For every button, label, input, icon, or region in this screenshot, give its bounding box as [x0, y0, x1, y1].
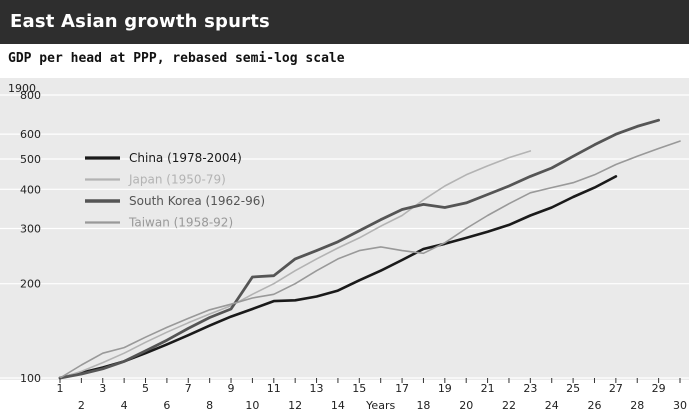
legend-label-3: South Korea (1962-96) [129, 194, 265, 208]
x-tick-label: 12 [288, 399, 302, 412]
y-tick-label: 800 [20, 89, 41, 102]
x-tick-label: 14 [331, 399, 345, 412]
x-tick-label: 8 [206, 399, 213, 412]
y-tick-label: 600 [20, 128, 41, 141]
x-tick-label: Years [365, 399, 395, 412]
series-line-2 [59, 150, 532, 379]
legend-label-1: China (1978-2004) [129, 151, 242, 165]
x-tick-label: 30 [673, 399, 687, 412]
x-tick-label: 20 [459, 399, 473, 412]
x-axis-ticks: 123456789101112131415Years17181920212223… [57, 378, 687, 412]
x-tick-label: 3 [99, 382, 106, 395]
legend-label-4: Taiwan (1958-92) [128, 216, 233, 230]
x-tick-label: 17 [395, 382, 409, 395]
x-tick-label: 26 [587, 399, 601, 412]
x-tick-label: 5 [142, 382, 149, 395]
x-tick-label: 28 [630, 399, 644, 412]
chart-subtitle: GDP per head at PPP, rebased semi-log sc… [8, 51, 345, 66]
y-tick-label: 100 [20, 372, 41, 385]
legend: China (1978-2004) Japan (1950-79) South Ko… [85, 151, 265, 230]
series-line-3 [58, 118, 660, 380]
x-tick-label: 11 [267, 382, 281, 395]
y-tick-label: 200 [20, 278, 41, 291]
x-tick-label: 18 [416, 399, 430, 412]
y-tick-label: 500 [20, 153, 41, 166]
legend-label-2: Japan (1950-79) [128, 173, 226, 187]
x-tick-label: 24 [545, 399, 559, 412]
series-line-1 [58, 175, 618, 380]
x-tick-label: 9 [228, 382, 235, 395]
x-tick-label: 23 [523, 382, 537, 395]
x-tick-label: 19 [438, 382, 452, 395]
x-tick-label: 15 [352, 382, 366, 395]
y-tick-label: 300 [20, 222, 41, 235]
x-tick-label: 1 [57, 382, 64, 395]
series-layer [58, 118, 681, 380]
x-tick-label: 10 [245, 399, 259, 412]
x-tick-label: 25 [566, 382, 580, 395]
x-tick-label: 22 [502, 399, 516, 412]
x-tick-label: 13 [310, 382, 324, 395]
series-line-4 [59, 140, 681, 379]
y-unit-label: 1900 [8, 82, 36, 95]
y-tick-label: 400 [20, 183, 41, 196]
x-tick-label: 21 [481, 382, 495, 395]
x-tick-label: 4 [121, 399, 128, 412]
x-tick-label: 7 [185, 382, 192, 395]
x-tick-label: 2 [78, 399, 85, 412]
title-bar: East Asian growth spurts [0, 0, 689, 44]
x-tick-label: 29 [652, 382, 666, 395]
x-tick-label: 6 [163, 399, 170, 412]
chart-title: East Asian growth spurts [10, 11, 270, 32]
x-tick-label: 27 [609, 382, 623, 395]
